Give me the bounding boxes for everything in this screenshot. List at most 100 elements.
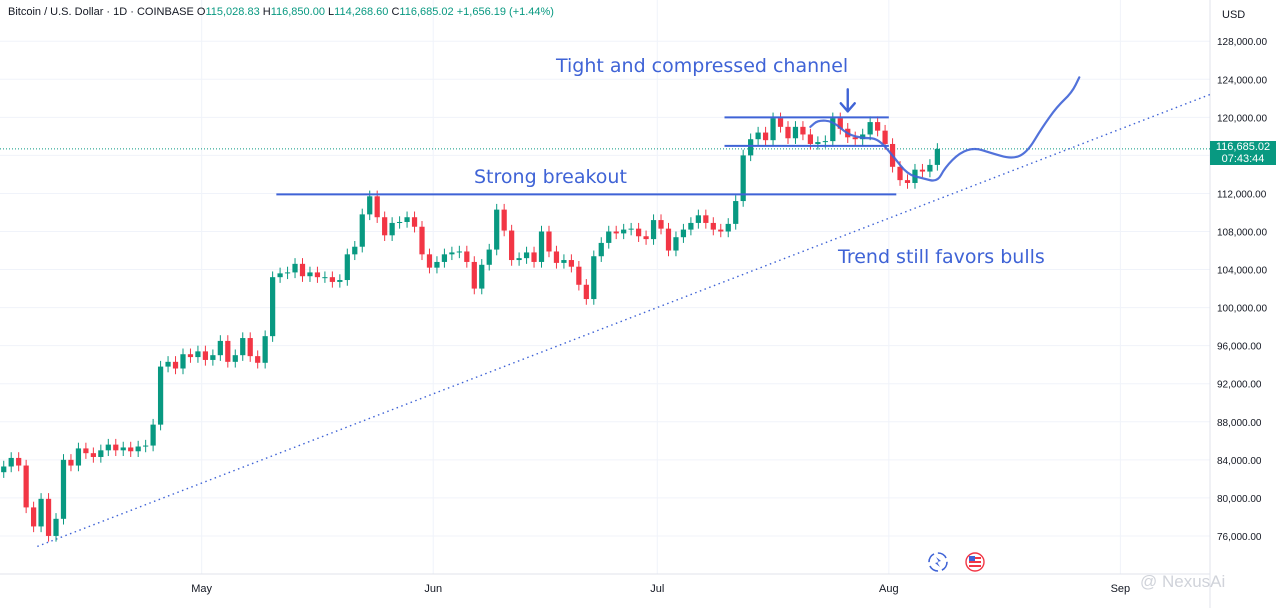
candle-body [75,448,82,466]
candle-body [202,351,209,360]
candle [23,459,29,514]
y-tick-label: 100,000.00 [1217,304,1267,315]
candle-body [337,280,343,282]
low-value: 114,268.60 [334,6,389,18]
candle-body [404,217,410,222]
candle-body [792,126,799,139]
candle [762,126,769,146]
candle-body [247,338,253,357]
candle [740,149,746,207]
candle-body [367,196,373,215]
candle [135,440,141,457]
candle-body [494,209,500,250]
candle-body [374,196,380,218]
candle-body [568,260,575,267]
candle-body [538,231,545,262]
drawn-lines[interactable] [276,76,1081,196]
us-flag-icon[interactable] [965,552,985,572]
candle-body [314,272,321,278]
candle-body [396,221,403,223]
candle-body [613,231,619,234]
candle [494,203,500,256]
candle [359,208,365,253]
candle-body [262,336,268,363]
candle [38,493,44,533]
candle-body [352,246,358,255]
candle-body [643,236,649,240]
candle [643,230,649,245]
candle-body [904,180,911,183]
last-price-badge: 116,685.02 07:43:44 [1210,140,1276,165]
candle [60,454,67,525]
candle [329,271,335,288]
candle [382,211,388,242]
candle [262,330,268,369]
candle-body [1,466,7,473]
candle-body [486,249,492,265]
candle-body [90,453,96,457]
candle-body [426,254,433,268]
candle [284,266,291,280]
candle-body [830,118,836,142]
candle [456,245,462,259]
time-axis[interactable]: May Jun Jul Aug Sep [0,573,1210,595]
candle [337,274,343,288]
y-tick-label: 96,000.00 [1217,342,1262,353]
candle-body [270,277,276,337]
symbol-title[interactable]: Bitcoin / U.S. Dollar · 1D · COINBASE [8,6,194,18]
candle-body [591,256,597,300]
candle-body [113,444,119,451]
candle-body [292,263,298,273]
candle [613,225,619,240]
bottom-icons[interactable] [928,552,985,572]
candle [755,126,761,145]
currency-label[interactable]: USD [1222,9,1246,21]
candle [718,223,724,238]
candle [815,136,821,150]
candle [128,441,134,457]
replay-icon[interactable] [928,552,948,572]
candle-body [16,457,22,466]
candle-body [807,134,814,144]
symbol-header: Bitcoin / U.S. Dollar · 1D · COINBASE O1… [8,6,554,18]
watermark: @ NexusAi [1140,572,1226,591]
candle-body [516,258,522,261]
candle [471,256,477,295]
candle [673,231,679,257]
candle-body [501,209,507,231]
candle [606,225,612,249]
candle-body [695,215,701,223]
candle-body [703,215,709,223]
price-axis[interactable]: 76,000.00 80,000.00 84,000.00 88,000.00 92,0… [1209,0,1267,608]
candle-body [770,118,776,141]
candle [411,211,418,233]
candle [277,267,283,283]
candle-body [165,361,171,367]
candle-body [553,251,560,263]
candle-body [523,252,530,259]
y-tick-label: 92,000.00 [1217,380,1262,391]
trendline[interactable] [37,93,1211,548]
x-tick-label: Jun [424,583,442,595]
ascending-trendline[interactable] [37,93,1211,548]
candle [568,254,575,273]
arrow-down-icon [839,88,856,113]
candle-body [68,459,74,466]
candle-body [359,214,365,247]
x-tick-label: Aug [879,583,899,595]
projected-path[interactable] [809,76,1081,182]
candle [538,225,545,268]
y-tick-label: 112,000.00 [1217,189,1267,200]
channel-annotation: Tight and compressed channel [556,55,849,77]
candle-body [45,498,52,536]
candle [748,133,754,162]
candle [105,438,111,457]
candle-body [733,201,739,224]
candle [501,203,507,237]
candle-body [621,229,627,234]
candle-body [441,254,448,262]
y-tick-label: 88,000.00 [1217,418,1262,429]
candle-body [740,155,746,202]
